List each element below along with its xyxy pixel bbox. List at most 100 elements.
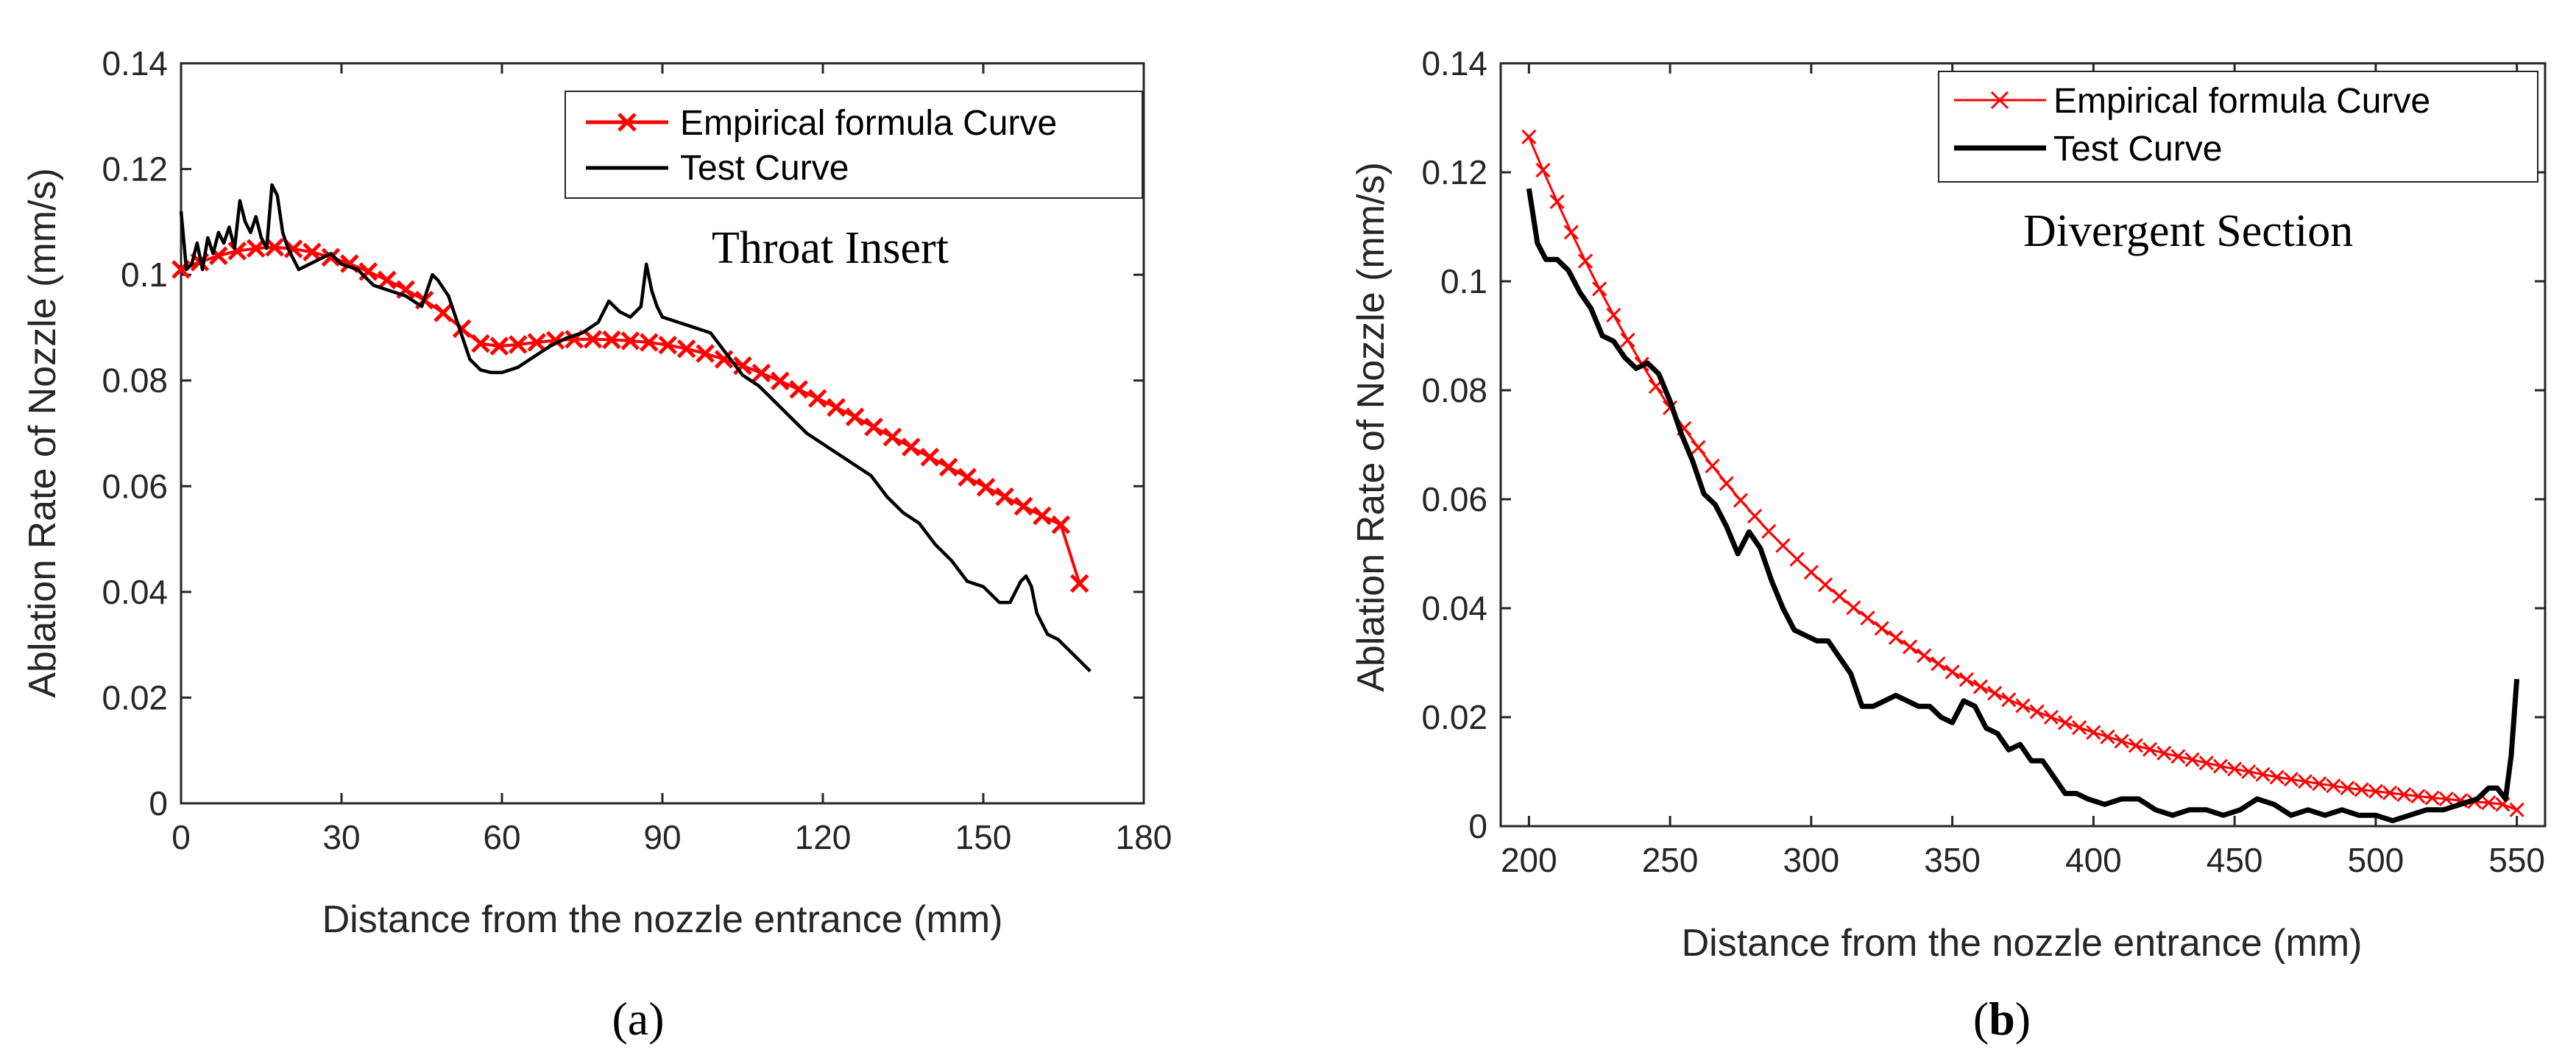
empirical-data-point xyxy=(2410,789,2426,804)
empirical-data-point xyxy=(2001,692,2017,708)
empirical-data-point xyxy=(2184,752,2200,767)
empirical-data-point xyxy=(1931,656,1946,672)
x-tick-label: 60 xyxy=(483,818,520,856)
x-tick-label: 400 xyxy=(2065,841,2122,879)
test-curve-line xyxy=(1526,188,2520,824)
test-curve-line xyxy=(179,183,1091,673)
empirical-data-point xyxy=(583,329,603,349)
chart-divergent-section: 0 0.02 0.04 0.06 0.08 0.1 0.12 0.14 200 250 300 35… xyxy=(1350,44,2547,1045)
panel-label-b-open: ( xyxy=(1973,993,1989,1045)
empirical-data-point xyxy=(1832,588,1847,604)
empirical-data-point xyxy=(1775,538,1791,553)
y-axis-label-a: Ablation Rate of Nozzle (mm/s) xyxy=(21,168,64,698)
x-tick-label: 450 xyxy=(2207,841,2263,879)
annotation-a: Throat Insert xyxy=(712,223,949,273)
empirical-data-point xyxy=(489,337,509,356)
empirical-data-point xyxy=(1606,307,1621,323)
legend-label-empirical-b: Empirical formula Curve xyxy=(2053,82,2430,121)
empirical-data-point xyxy=(620,331,640,350)
empirical-data-point xyxy=(1719,476,1734,491)
empirical-data-point xyxy=(938,457,958,477)
empirical-data-point xyxy=(2396,787,2412,803)
empirical-data-point xyxy=(696,344,715,363)
legend-marker-empirical-b xyxy=(1990,91,2009,110)
legend-label-test-a: Test Curve xyxy=(680,149,849,188)
legend-a: Empirical formula Curve Test Curve xyxy=(565,91,1143,199)
legend-label-test-b: Test Curve xyxy=(2053,130,2222,169)
empirical-data-point xyxy=(2326,778,2341,794)
empirical-data-point xyxy=(882,427,902,447)
empirical-data-point xyxy=(2340,781,2355,796)
empirical-data-point xyxy=(2086,725,2101,740)
empirical-data-point xyxy=(1874,621,1889,636)
empirical-data-point xyxy=(1846,600,1861,616)
empirical-data-point xyxy=(1521,129,1537,144)
x-tick-label: 200 xyxy=(1501,841,1557,879)
empirical-data-point xyxy=(920,448,940,467)
panel-label-b-close: ) xyxy=(2015,993,2031,1045)
empirical-data-point xyxy=(265,238,284,257)
x-axis-label-a: Distance from the nozzle entrance (mm) xyxy=(322,898,1003,941)
empirical-data-point xyxy=(1987,686,2003,701)
empirical-data-point xyxy=(1070,574,1089,593)
empirical-data-point xyxy=(2241,764,2257,780)
x-tick-label: 30 xyxy=(322,818,360,856)
x-ticks-a: 0 30 60 90 120 150 180 xyxy=(171,63,1172,856)
empirical-data-point xyxy=(1789,552,1805,567)
empirical-data-point xyxy=(1620,332,1635,348)
empirical-data-point xyxy=(2114,733,2129,749)
empirical-data-point xyxy=(1033,506,1052,526)
legend-box-b xyxy=(1938,71,2538,183)
annotation-b: Divergent Section xyxy=(2023,206,2353,256)
series-b xyxy=(1521,129,2524,824)
y-tick-label: 0.08 xyxy=(102,362,168,400)
y-tick-label: 0.12 xyxy=(1421,153,1487,191)
empirical-data-point xyxy=(302,242,322,262)
empirical-data-point xyxy=(1903,639,1918,655)
empirical-data-point xyxy=(527,333,547,352)
empirical-data-point xyxy=(434,303,453,323)
x-tick-label: 250 xyxy=(1642,841,1699,879)
legend-label-empirical-a: Empirical formula Curve xyxy=(680,104,1057,143)
panel-label-b: (b) xyxy=(1973,993,2031,1045)
panel-label-a-letter: a xyxy=(628,993,648,1045)
x-tick-label: 550 xyxy=(2488,841,2545,879)
empirical-data-point xyxy=(1051,515,1071,535)
empirical-data-point xyxy=(976,477,996,497)
y-tick-label: 0 xyxy=(1468,807,1487,845)
empirical-data-point xyxy=(602,330,621,350)
y-ticks-a: 0 0.02 0.04 0.06 0.08 0.1 0.12 0.14 xyxy=(102,44,1144,822)
y-tick-label: 0.02 xyxy=(102,678,168,716)
legend-marker-empirical-a xyxy=(618,113,637,132)
empirical-data-point xyxy=(1972,679,1989,694)
x-tick-label: 180 xyxy=(1116,818,1172,856)
y-tick-label: 0.02 xyxy=(1421,698,1487,736)
empirical-data-point xyxy=(2269,769,2285,785)
empirical-data-point xyxy=(2015,698,2031,714)
empirical-data-point xyxy=(2198,755,2214,771)
empirical-data-point xyxy=(2382,785,2398,800)
empirical-data-point xyxy=(958,468,977,487)
empirical-data-point xyxy=(1761,524,1777,539)
empirical-data-point xyxy=(1549,194,1565,210)
empirical-data-point xyxy=(2170,749,2186,764)
y-tick-label: 0.12 xyxy=(102,150,168,189)
series-a xyxy=(171,183,1091,673)
panel-label-a: (a) xyxy=(612,993,664,1045)
y-tick-label: 0.08 xyxy=(1421,371,1487,409)
empirical-data-point xyxy=(2057,715,2073,730)
empirical-data-point xyxy=(995,487,1014,507)
empirical-data-point xyxy=(714,350,734,369)
y-tick-label: 0.04 xyxy=(102,573,168,611)
empirical-data-point xyxy=(2509,802,2524,817)
empirical-data-point xyxy=(1945,664,1960,680)
empirical-data-point xyxy=(1917,648,1932,663)
empirical-data-point xyxy=(1705,458,1720,473)
empirical-data-point xyxy=(1563,225,1579,240)
panel-label-a-close: ) xyxy=(648,993,664,1045)
empirical-data-point xyxy=(2312,776,2327,792)
empirical-data-point xyxy=(377,270,397,290)
empirical-data-point xyxy=(1747,508,1763,524)
legend-box-a xyxy=(565,91,1143,199)
